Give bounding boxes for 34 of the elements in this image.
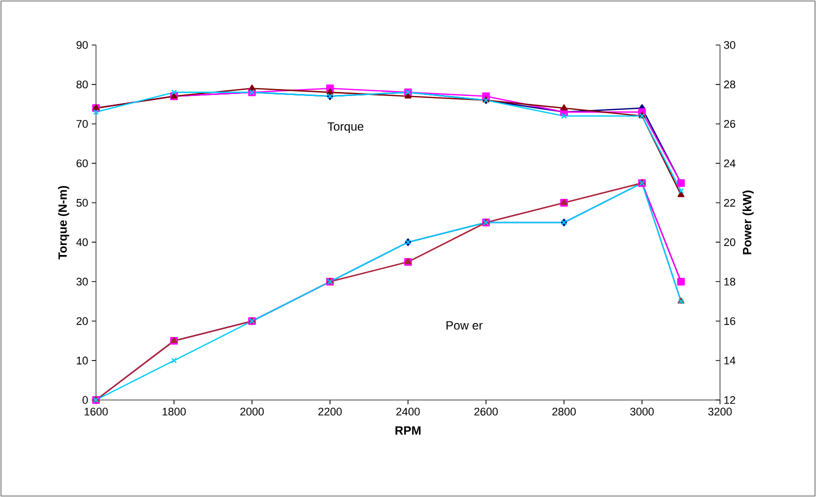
y2-tick-label: 16 bbox=[724, 317, 736, 325]
y-tick-label: 40 bbox=[76, 238, 88, 246]
x-tick-label: 1600 bbox=[84, 408, 108, 416]
y2-tick-label: 14 bbox=[724, 356, 736, 364]
y2-tick-label: 28 bbox=[724, 80, 736, 88]
y-tick-label: 20 bbox=[76, 317, 88, 325]
annotation: Torque bbox=[328, 122, 364, 134]
y2-axis-title: Power (kW) bbox=[742, 190, 754, 254]
y-tick-label: 0 bbox=[82, 396, 88, 404]
x-tick-label: 2600 bbox=[474, 408, 498, 416]
x-tick-label: 2200 bbox=[318, 408, 342, 416]
y2-tick-label: 30 bbox=[724, 41, 736, 49]
y-tick-label: 60 bbox=[76, 159, 88, 168]
x-tick-label: 2000 bbox=[240, 408, 264, 416]
x-tick-label: 2800 bbox=[552, 408, 576, 416]
x-tick-label: 3200 bbox=[708, 408, 732, 416]
y2-tick-label: 22 bbox=[724, 198, 736, 207]
y2-tick-label: 20 bbox=[724, 238, 736, 246]
y2-tick-label: 26 bbox=[724, 120, 736, 128]
y2-tick-label: 12 bbox=[724, 396, 736, 404]
y2-tick-label: 18 bbox=[724, 278, 736, 286]
x-tick-label: 2400 bbox=[396, 408, 420, 416]
y-tick-label: 90 bbox=[76, 41, 88, 49]
y-tick-label: 80 bbox=[76, 80, 88, 88]
x-axis-title: RPM bbox=[396, 426, 420, 435]
annotation: Pow er bbox=[446, 321, 483, 330]
y-tick-label: 30 bbox=[76, 278, 88, 286]
y-tick-label: 70 bbox=[76, 120, 88, 128]
x-tick-label: 3000 bbox=[630, 408, 654, 416]
x-tick-label: 1800 bbox=[162, 408, 186, 416]
y2-tick-label: 24 bbox=[724, 160, 736, 168]
y-tick-label: 50 bbox=[76, 198, 88, 207]
y-tick-label: 10 bbox=[76, 356, 88, 364]
y-axis-title: Torque (N-m) bbox=[58, 186, 70, 260]
